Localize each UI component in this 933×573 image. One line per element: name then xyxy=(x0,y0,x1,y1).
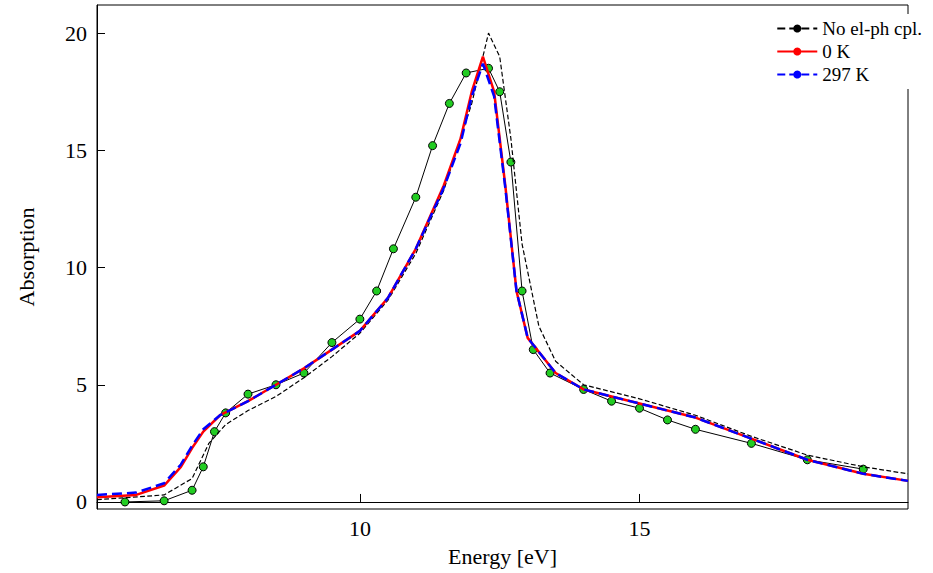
svg-text:No el-ph cpl.: No el-ph cpl. xyxy=(822,18,922,39)
svg-text:10: 10 xyxy=(349,516,371,541)
svg-text:10: 10 xyxy=(65,255,87,280)
svg-text:Absorption: Absorption xyxy=(14,208,39,307)
svg-text:297 K: 297 K xyxy=(822,64,869,85)
svg-text:20: 20 xyxy=(65,21,87,46)
svg-text:0 K: 0 K xyxy=(822,41,850,62)
svg-text:Energy [eV]: Energy [eV] xyxy=(448,544,557,569)
svg-text:0: 0 xyxy=(76,489,87,514)
svg-text:15: 15 xyxy=(65,138,87,163)
svg-text:5: 5 xyxy=(76,372,87,397)
svg-text:15: 15 xyxy=(629,516,651,541)
